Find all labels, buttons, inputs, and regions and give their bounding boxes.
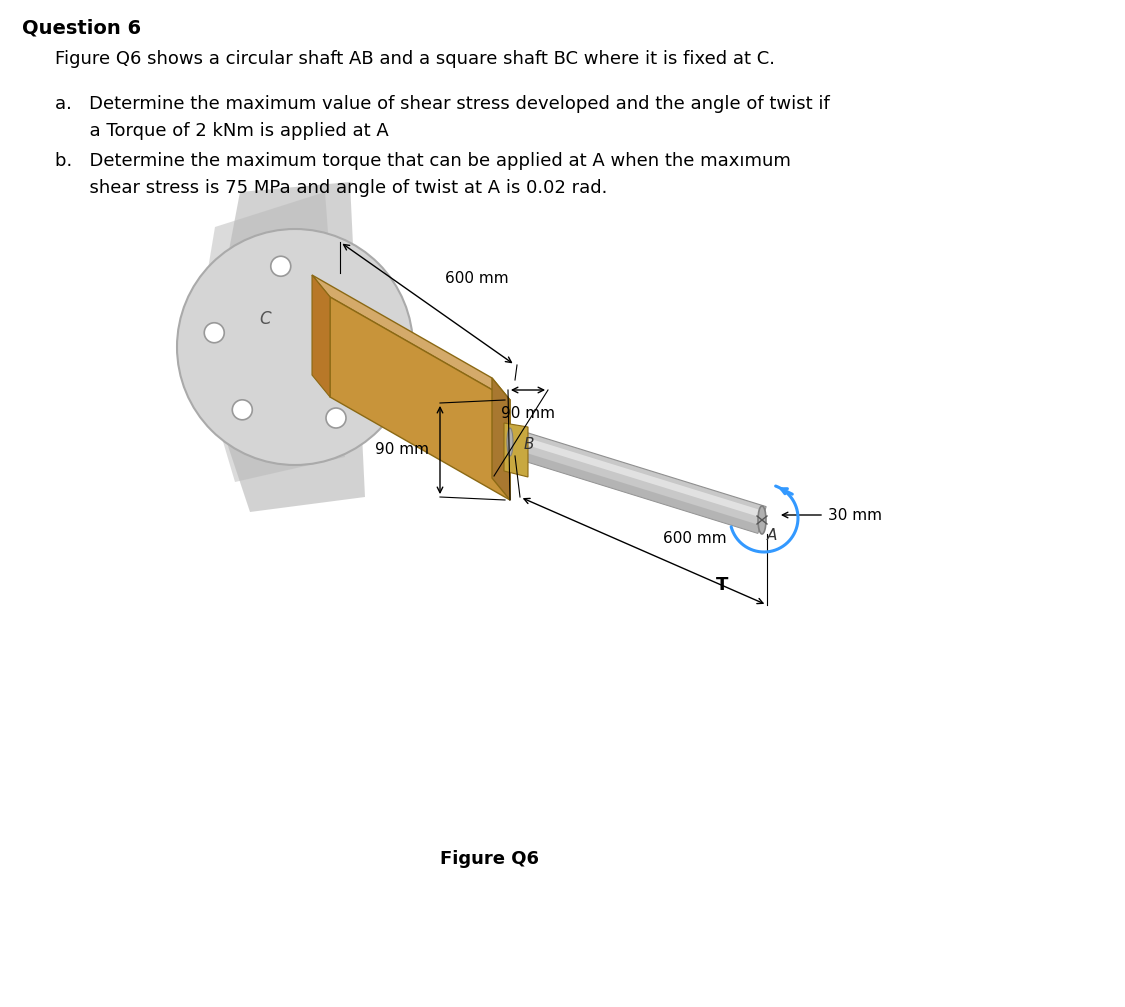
Text: 90 mm: 90 mm: [375, 442, 429, 457]
Polygon shape: [504, 423, 528, 477]
Text: 30 mm: 30 mm: [828, 508, 882, 523]
Polygon shape: [330, 297, 510, 500]
Polygon shape: [506, 429, 766, 534]
Polygon shape: [205, 182, 364, 512]
Ellipse shape: [758, 506, 766, 534]
Text: Figure Q6: Figure Q6: [441, 850, 540, 868]
Text: Question 6: Question 6: [22, 19, 141, 38]
Circle shape: [177, 229, 413, 465]
Polygon shape: [312, 275, 330, 397]
Circle shape: [367, 344, 387, 365]
Text: b.   Determine the maximum torque that can be applied at A when the maxımum: b. Determine the maximum torque that can…: [55, 152, 791, 170]
Text: T: T: [716, 576, 728, 594]
Polygon shape: [492, 378, 510, 500]
Text: B: B: [524, 437, 534, 452]
Circle shape: [232, 400, 252, 420]
Polygon shape: [506, 447, 760, 534]
Text: 90 mm: 90 mm: [501, 406, 555, 421]
Text: a.   Determine the maximum value of shear stress developed and the angle of twis: a. Determine the maximum value of shear …: [55, 95, 830, 113]
Text: shear stress is 75 MPa and angle of twist at A is 0.02 rad.: shear stress is 75 MPa and angle of twis…: [55, 179, 608, 197]
Circle shape: [326, 408, 346, 428]
Circle shape: [271, 256, 290, 276]
Text: 600 mm: 600 mm: [663, 531, 727, 546]
Circle shape: [205, 323, 224, 342]
Text: a Torque of 2 kNm is applied at A: a Torque of 2 kNm is applied at A: [55, 122, 389, 140]
Polygon shape: [312, 275, 510, 400]
Ellipse shape: [507, 428, 513, 456]
Text: 600 mm: 600 mm: [446, 271, 508, 286]
Polygon shape: [511, 433, 765, 518]
Text: C: C: [259, 310, 271, 328]
Polygon shape: [195, 192, 345, 482]
Text: Figure Q6 shows a circular shaft AB and a square shaft BC where it is fixed at C: Figure Q6 shows a circular shaft AB and …: [55, 50, 775, 68]
Text: A: A: [767, 529, 777, 544]
